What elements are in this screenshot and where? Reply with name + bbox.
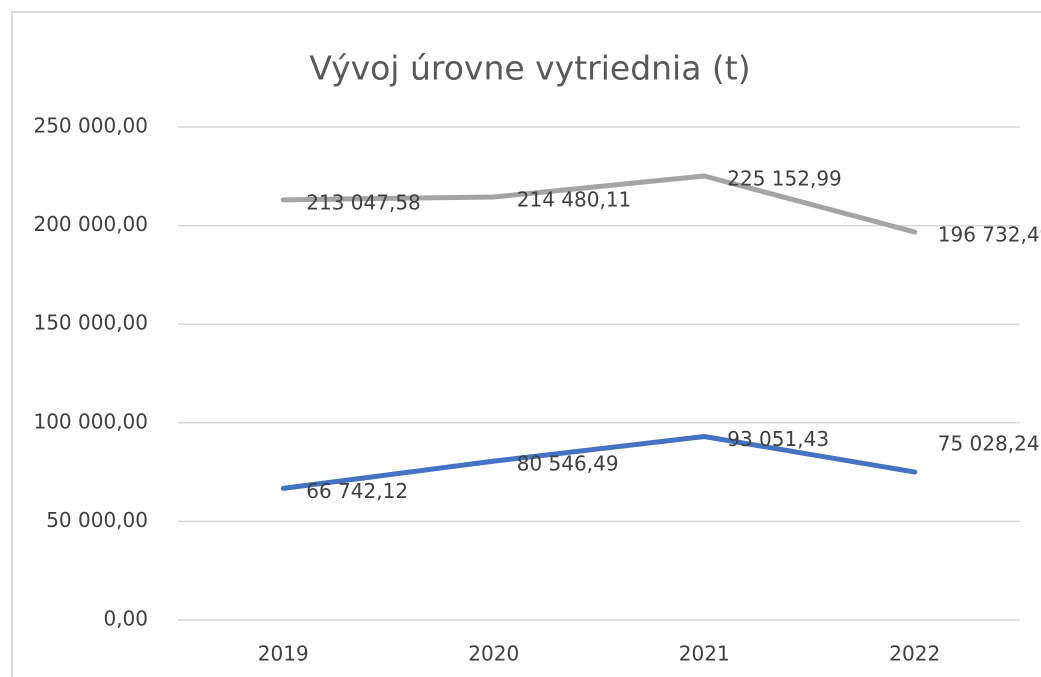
chart-frame (11, 11, 1041, 677)
data-label: 196 732,49 (938, 223, 1041, 247)
data-label: 93 051,43 (727, 427, 829, 451)
y-tick-label: 50 000,00 (46, 508, 148, 532)
y-tick-label: 200 000,00 (33, 212, 148, 236)
data-label: 75 028,24 (938, 432, 1040, 456)
x-tick-label: 2019 (258, 642, 309, 666)
data-label: 80 546,49 (517, 452, 619, 476)
y-tick-label: 100 000,00 (33, 409, 148, 433)
data-label: 66 742,12 (306, 479, 408, 503)
y-tick-label: 150 000,00 (33, 311, 148, 335)
y-tick-label: 0,00 (103, 607, 148, 631)
chart-title: Vývoj úrovne vytriednia (t) (309, 49, 750, 88)
data-label: 213 047,58 (306, 190, 421, 214)
data-label: 225 152,99 (727, 166, 842, 190)
x-tick-label: 2020 (468, 642, 519, 666)
y-tick-label: 250 000,00 (33, 114, 148, 138)
x-tick-label: 2021 (679, 642, 730, 666)
series-line (280, 173, 918, 235)
series-line (280, 434, 918, 491)
data-label: 214 480,11 (517, 188, 632, 212)
x-tick-label: 2022 (889, 642, 940, 666)
